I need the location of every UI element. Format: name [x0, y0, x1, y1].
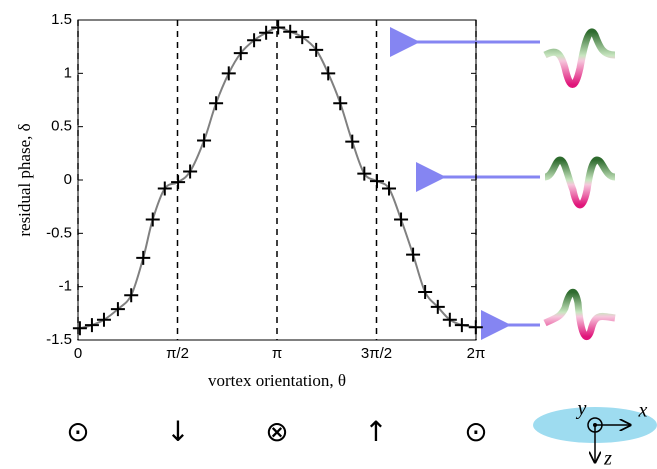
plus-marker [369, 174, 384, 189]
plus-marker [145, 212, 160, 227]
plus-marker [247, 33, 262, 48]
plus-marker [406, 247, 421, 262]
plus-marker [259, 25, 274, 40]
y-tick-label: -1 [59, 278, 72, 295]
x-tick-label: π/2 [166, 345, 189, 362]
annotation: ⊙ [464, 415, 487, 448]
annotation: x [638, 400, 648, 422]
y-tick-label: 0.5 [51, 118, 72, 135]
plus-marker [96, 312, 111, 327]
plus-marker [321, 66, 336, 81]
plus-marker [394, 212, 409, 227]
plus-marker [136, 250, 151, 265]
plus-marker [84, 318, 99, 333]
plus-marker [418, 285, 433, 299]
fit-line [79, 26, 476, 330]
x-tick-label: π [272, 345, 282, 362]
y-tick-label: 0 [64, 171, 72, 188]
plus-marker [157, 181, 172, 196]
annotation: ⊗ [265, 415, 288, 448]
plus-marker [124, 288, 139, 303]
plus-marker [442, 312, 457, 327]
annotation: ↓ [166, 415, 189, 448]
x-tick-label: 2π [467, 345, 486, 362]
annotation: ⊙ [66, 415, 89, 448]
plus-marker [309, 42, 324, 57]
arrows [390, 27, 540, 340]
plus-marker [333, 96, 348, 111]
plus-marker [221, 66, 236, 81]
y-tick-label: 1 [64, 64, 72, 81]
coordinate-icon [533, 407, 657, 462]
plus-marker [110, 302, 125, 317]
plus-marker [468, 320, 483, 335]
annotation: z [603, 448, 612, 469]
y-tick-label: -0.5 [46, 224, 72, 241]
plus-marker [382, 181, 397, 196]
plus-marker [171, 175, 186, 190]
plus-marker [295, 30, 310, 45]
x-tick-label: 0 [74, 345, 82, 362]
annotation: y [576, 398, 587, 420]
plus-marker [430, 299, 445, 314]
y-axis-label: residual phase, δ [15, 123, 34, 236]
plus-marker [197, 133, 212, 148]
plus-marker [183, 164, 198, 179]
plus-marker [345, 134, 360, 149]
plus-marker [233, 46, 248, 61]
y-tick-label: -1.5 [46, 331, 72, 348]
annotation: ↑ [364, 415, 387, 448]
plus-marker [72, 321, 87, 336]
plus-marker [271, 20, 286, 35]
y-tick-label: 1.5 [51, 11, 72, 28]
plus-marker [209, 96, 224, 111]
wave-icons [543, 28, 616, 340]
x-axis-label: vortex orientation, θ [208, 371, 346, 390]
plus-marker [357, 166, 372, 181]
x-tick-label: 3π/2 [361, 345, 392, 362]
plus-marker [283, 24, 298, 39]
plus-marker [454, 318, 469, 333]
